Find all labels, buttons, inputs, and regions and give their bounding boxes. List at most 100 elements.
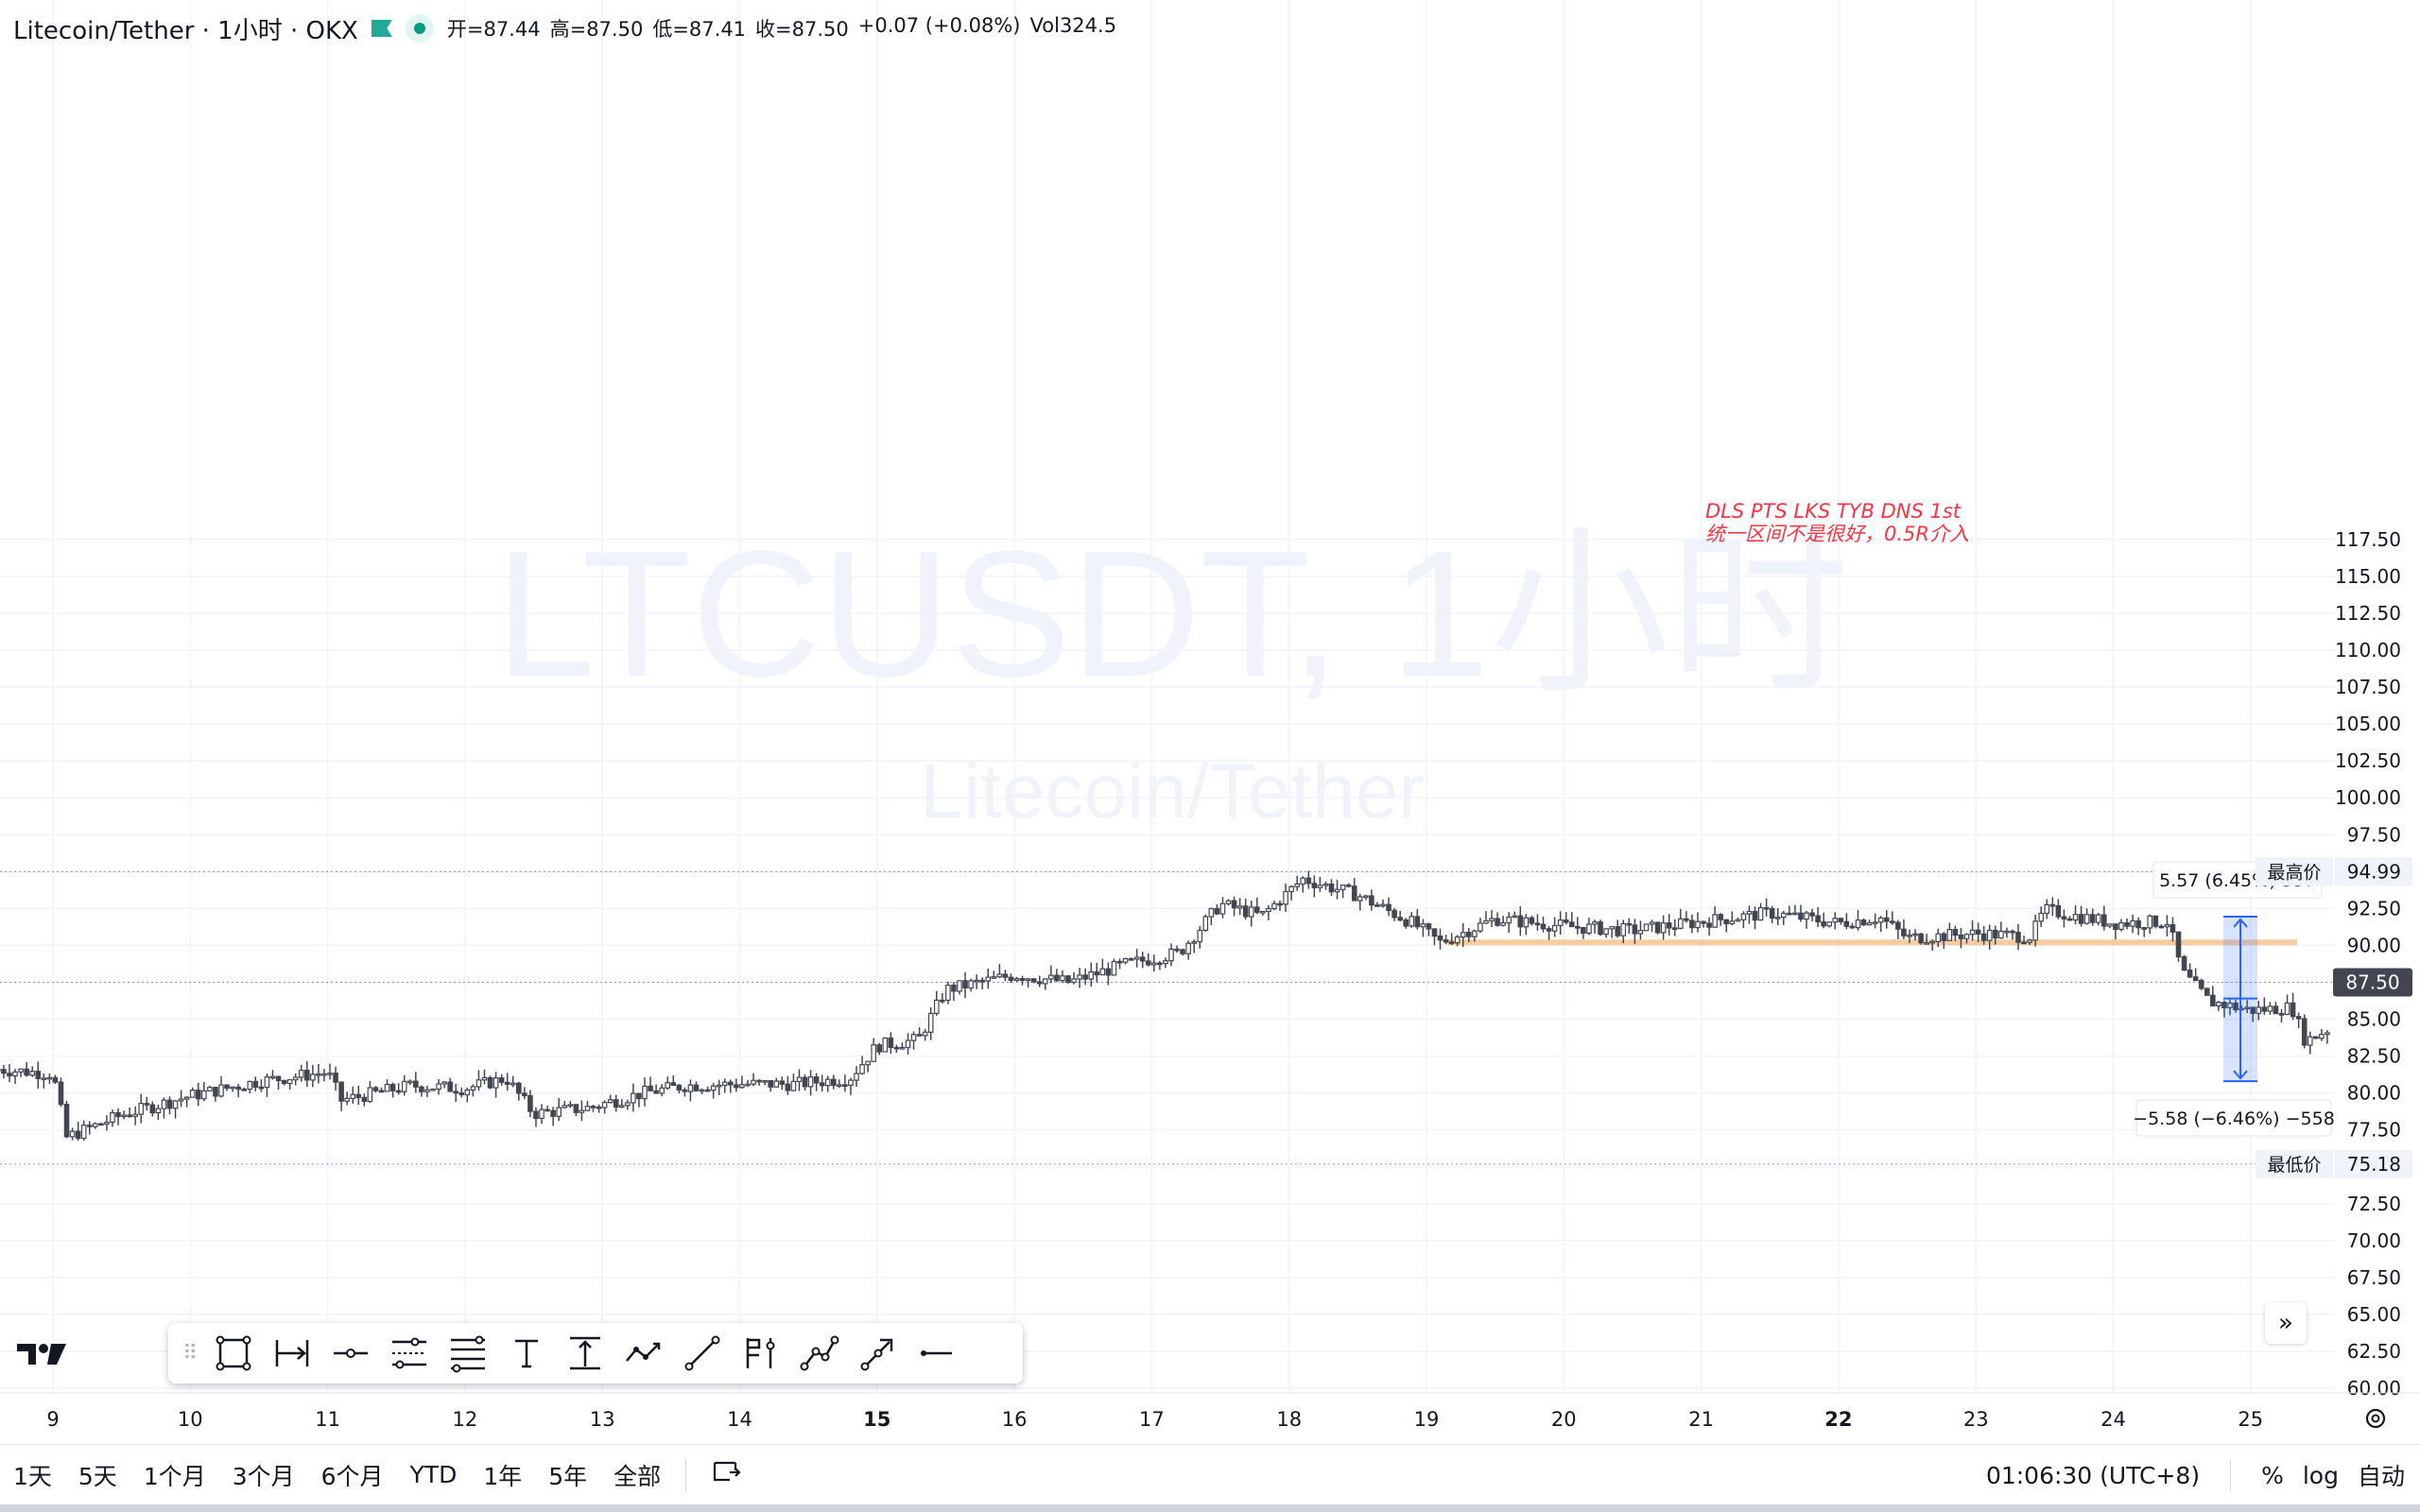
candle-body [218,1084,224,1097]
date-range-icon[interactable] [263,1327,321,1380]
range-1y[interactable]: 1年 [483,1462,523,1490]
candle-body [1305,877,1312,885]
candle-body [1002,973,1009,978]
horizontal-ray-icon[interactable] [321,1327,380,1380]
range-ytd[interactable]: YTD [409,1461,458,1488]
trend-line-icon[interactable] [673,1327,732,1380]
market-status-icon[interactable] [405,14,434,43]
tradingview-logo-icon[interactable] [17,1340,70,1372]
candle-body [372,1087,379,1091]
candle-body [790,1080,797,1091]
drag-handle-icon[interactable]: ⠿ [182,1341,199,1366]
candle-body [275,1075,282,1082]
candle-body [378,1090,385,1093]
price-axis: 117.50 115.00 112.50 110.00 107.50 105.00 102.… [2256,0,2420,1400]
flag-icon[interactable] [371,20,392,37]
range-3m[interactable]: 3个月 [232,1462,295,1490]
candle-body [1998,930,2004,939]
auto-toggle[interactable]: 自动 [2357,1463,2405,1490]
candle-body [2290,1002,2296,1018]
range-1d[interactable]: 1天 [13,1462,52,1490]
clock-time[interactable]: 01:06:30 (UTC+8) [1985,1461,2201,1489]
xabcd-pattern-icon[interactable] [790,1327,849,1380]
percent-toggle[interactable]: % [2261,1461,2284,1489]
candle-body [1890,920,1895,924]
long-position-icon[interactable] [732,1327,790,1380]
candle-body [1752,910,1758,921]
candle-body [2124,921,2130,927]
candle-body [607,1099,614,1104]
candle-body [1992,929,1998,939]
candle-body [1780,912,1787,919]
candle-body [1855,919,1861,929]
candle-body [1437,936,1443,941]
candle-body [1540,923,1547,930]
candle-body [481,1076,488,1081]
candle-body [447,1081,453,1092]
candle-body [1,1069,7,1074]
annotation-line2: 统一区间不是很好，0.5R介入 [1705,523,1969,545]
candle-body [75,1130,81,1140]
horizontal-line-icon[interactable] [908,1327,966,1380]
chevrons-right-icon[interactable]: » [2265,1302,2307,1344]
candle-body [292,1076,299,1081]
candle-body [1666,922,1672,929]
candle-body [1030,978,1037,983]
settings-icon[interactable] [2365,1408,2386,1429]
candle-body [2278,1013,2285,1016]
candle-body [2256,1006,2262,1014]
candle-body [2113,923,2118,931]
legend-header: Litecoin/Tether · 1小时 · OKX 开=87.44 高=87… [13,9,1116,47]
candle-body [2325,1032,2330,1036]
candle-body [1409,916,1415,927]
measure-bottom-label-box [2135,1099,2332,1137]
price-tick: 112.50 [2335,602,2401,625]
path-icon[interactable] [614,1327,673,1380]
vol-label: Vol [1029,14,1060,37]
candle-body [1105,968,1112,976]
time-tick: 9 [46,1408,59,1431]
candle-body [659,1087,665,1094]
candle-body [98,1123,104,1126]
candle-body [224,1084,230,1090]
goto-date-icon[interactable] [698,1457,756,1492]
candle-body [1832,918,1839,923]
candle-body [1426,923,1432,930]
candle-body [1071,978,1077,984]
range-6m[interactable]: 6个月 [320,1462,384,1490]
range-all[interactable]: 全部 [614,1462,662,1490]
candle-body [1099,968,1106,976]
arrow-icon[interactable] [849,1327,908,1380]
candle-body [665,1082,671,1089]
range-5y[interactable]: 5年 [548,1462,588,1490]
candle-body [940,999,945,1003]
range-1m[interactable]: 1个月 [143,1462,206,1490]
candle-body [1792,912,1798,916]
candle-body [567,1104,574,1107]
candle-body [110,1111,115,1124]
log-toggle[interactable]: log [2302,1461,2339,1489]
rectangle-icon[interactable] [204,1327,263,1380]
candle-body [1500,921,1506,926]
candle-body [1912,933,1918,936]
fib-retracement-icon[interactable] [439,1327,497,1380]
candle-body [796,1076,803,1083]
candle-body [2147,915,2153,929]
candle-body [2107,923,2113,927]
candle-body [1283,890,1288,905]
candle-body [1546,928,1552,932]
symbol-title[interactable]: Litecoin/Tether · 1小时 · OKX [13,16,358,45]
range-5d[interactable]: 5天 [78,1462,117,1490]
candle-body [613,1099,619,1108]
candle-body [642,1085,648,1100]
candle-body [1111,960,1117,976]
candle-body [2135,919,2141,929]
text-icon[interactable] [497,1327,556,1380]
price-range-icon[interactable] [556,1327,614,1380]
candle-body [2204,988,2210,996]
candle-body [510,1082,516,1086]
candle-body [1809,912,1815,917]
parallel-channel-icon[interactable] [380,1327,439,1380]
candle-body [779,1080,786,1085]
